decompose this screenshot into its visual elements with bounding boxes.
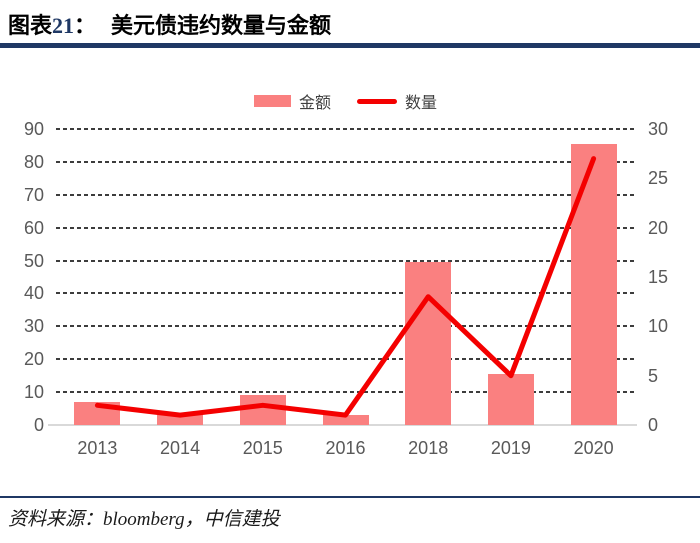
right-axis-tick-10: 10 [648,316,669,337]
gridline [56,292,635,295]
right-axis-tick-20: 20 [648,217,669,238]
legend-bar-swatch [253,95,291,107]
x-axis-label-2018: 2018 [408,438,449,458]
x-axis-label-2016: 2016 [325,438,366,458]
legend-line-swatch [357,98,397,104]
figure-title-colon: ： [74,13,97,38]
bar-2016 [322,415,369,425]
right-axis-tick-25: 25 [648,168,669,189]
bar-2019 [487,374,534,425]
gridline [56,391,635,394]
figure-title-prefix: 图表 [8,13,53,38]
title-underline-rule [0,43,700,48]
left-axis-tick-30: 30 [23,316,44,337]
gridline [56,193,635,196]
x-axis-line [48,424,637,426]
left-axis-tick-50: 50 [23,250,44,271]
figure-title: 图表21： 美元债违约数量与金额 [8,8,331,40]
left-axis-tick-60: 60 [23,217,44,238]
legend-label-count: 数量 [405,95,438,112]
figure-number: 21 [52,13,75,38]
legend-item-amount: 金额 [253,89,331,113]
left-axis-tick-40: 40 [23,283,44,304]
left-axis-tick-70: 70 [23,184,44,205]
x-axis-label-2014: 2014 [160,438,201,458]
right-axis-tick-15: 15 [648,267,669,287]
source-note: 资料来源：bloomberg，中信建投 [8,509,280,530]
bar-2015 [239,395,286,425]
left-axis-tick-80: 80 [23,151,44,172]
gridline [56,226,635,229]
legend-item-count: 数量 [357,89,437,113]
right-axis-tick-30: 30 [648,119,669,139]
gridline [56,160,635,163]
gridline [56,325,635,328]
bar-2018 [405,262,452,425]
x-axis-label-2015: 2015 [242,438,283,458]
plot-area [56,128,635,425]
legend-label-amount: 金额 [298,95,331,112]
x-axis-label-2020: 2020 [573,438,614,458]
x-axis-label-2013: 2013 [77,438,118,458]
bar-2014 [157,415,204,425]
left-axis-tick-90: 90 [23,119,44,139]
right-axis-tick-5: 5 [648,365,659,386]
left-axis-tick-20: 20 [23,349,44,370]
left-axis-tick-0: 0 [33,415,44,435]
gridline [56,259,635,262]
figure-title-text: 美元债违约数量与金额 [111,13,332,38]
gridline [56,128,635,130]
right-axis-tick-0: 0 [648,415,659,435]
bar-2020 [570,143,617,425]
gridline [56,358,635,361]
source-divider-rule [0,496,700,498]
count-line [94,156,597,418]
left-axis-tick-10: 10 [23,382,44,403]
chart-legend: 金额 数量 [56,89,635,113]
x-axis-label-2019: 2019 [490,438,531,458]
count-line-layer [94,156,597,418]
